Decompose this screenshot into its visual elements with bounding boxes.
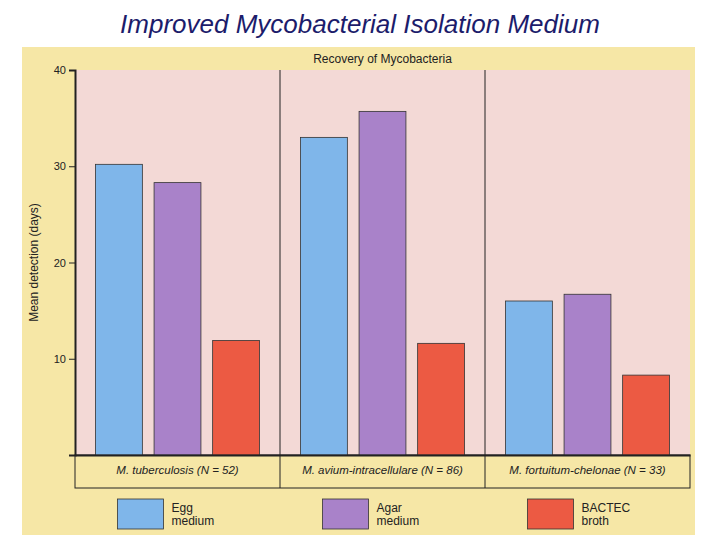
bar <box>154 183 201 455</box>
y-tick: 20 <box>54 257 75 269</box>
x-axis-line <box>76 455 691 457</box>
x-tick-label: M. tuberculosis (N = 52) <box>116 464 239 476</box>
legend: Egg medium Agar medium BACTEC broth <box>118 499 634 529</box>
y-tick-mark <box>69 70 75 71</box>
legend-swatch <box>118 499 164 529</box>
y-tick-label: 10 <box>54 353 66 365</box>
x-tick: M. tuberculosis (N = 52) <box>116 455 239 476</box>
y-tick-mark <box>69 263 75 264</box>
slide-title: Improved Mycobacterial Isolation Medium <box>120 9 600 39</box>
group-divider <box>485 70 486 488</box>
chart: Improved Mycobacterial Isolation Medium R… <box>0 0 720 540</box>
label-band <box>75 455 690 488</box>
x-tick: M. fortuitum-chelonae (N = 33) <box>509 455 665 476</box>
group-divider <box>280 70 281 488</box>
bar <box>301 137 348 455</box>
x-tick-label: M. avium-intracellulare (N = 86) <box>302 464 463 476</box>
panel <box>22 47 695 535</box>
y-axis: 10 20 30 40 <box>54 64 76 455</box>
legend-swatch <box>323 499 369 529</box>
y-tick: 40 <box>54 64 75 76</box>
y-tick-label: 20 <box>54 257 66 269</box>
y-tick: 30 <box>54 160 75 172</box>
bar <box>359 111 406 455</box>
legend-label: Egg medium <box>172 501 215 528</box>
legend-swatch <box>528 499 574 529</box>
chart-title: Recovery of Mycobacteria <box>313 52 452 66</box>
x-tick-label: M. fortuitum-chelonae (N = 33) <box>509 464 665 476</box>
y-axis-title: Mean detection (days) <box>27 203 41 322</box>
bar <box>623 375 670 455</box>
bar <box>213 340 260 455</box>
y-tick-label: 40 <box>54 64 66 76</box>
y-tick-label: 30 <box>54 160 66 172</box>
legend-item: Egg medium <box>118 499 215 529</box>
y-tick: 10 <box>54 353 75 365</box>
bar <box>564 294 611 455</box>
legend-item: BACTEC broth <box>528 499 634 529</box>
plot-background <box>75 70 690 455</box>
bars <box>96 111 670 455</box>
bar <box>506 301 553 455</box>
x-axis: M. tuberculosis (N = 52) M. avium-intrace… <box>76 455 691 476</box>
x-tick: M. avium-intracellulare (N = 86) <box>302 455 463 476</box>
y-axis-line <box>69 71 76 456</box>
legend-item: Agar medium <box>323 499 420 529</box>
legend-label: BACTEC broth <box>582 501 634 528</box>
y-tick-mark <box>69 166 75 167</box>
legend-label: Agar medium <box>377 501 420 528</box>
bar <box>418 343 465 455</box>
y-tick-mark <box>69 359 75 360</box>
bar <box>96 164 143 455</box>
